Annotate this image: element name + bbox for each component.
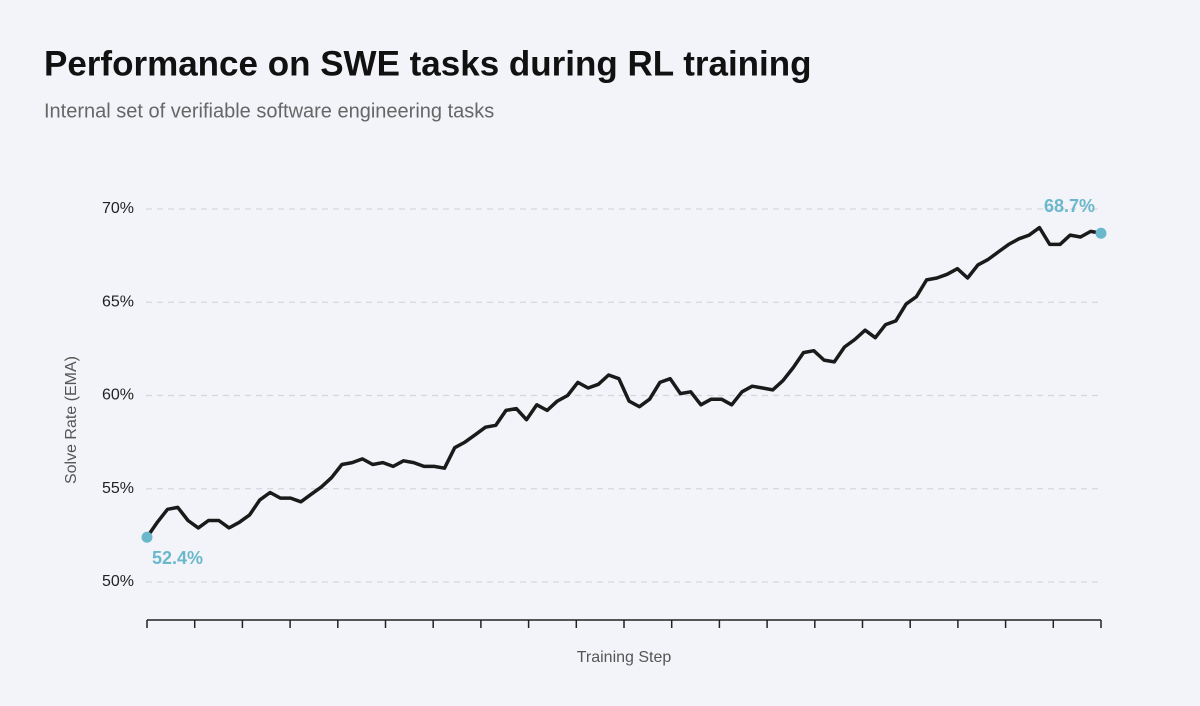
data-label: 68.7% — [1044, 196, 1095, 216]
chart-subtitle: Internal set of verifiable software engi… — [44, 100, 494, 122]
y-tick-label: 50% — [102, 573, 134, 590]
line-series — [145, 225, 1103, 539]
y-tick-label: 55% — [102, 480, 134, 497]
end-point — [1095, 227, 1107, 239]
y-tick-label: 65% — [102, 293, 134, 310]
chart-title: Performance on SWE tasks during RL train… — [44, 44, 812, 83]
x-axis-title: Training Step — [577, 649, 672, 666]
y-axis-title: Solve Rate (EMA) — [63, 356, 80, 484]
data-label: 52.4% — [152, 548, 203, 568]
y-tick-label: 70% — [102, 200, 134, 217]
y-tick-label: 60% — [102, 387, 134, 404]
end-point — [141, 531, 153, 543]
